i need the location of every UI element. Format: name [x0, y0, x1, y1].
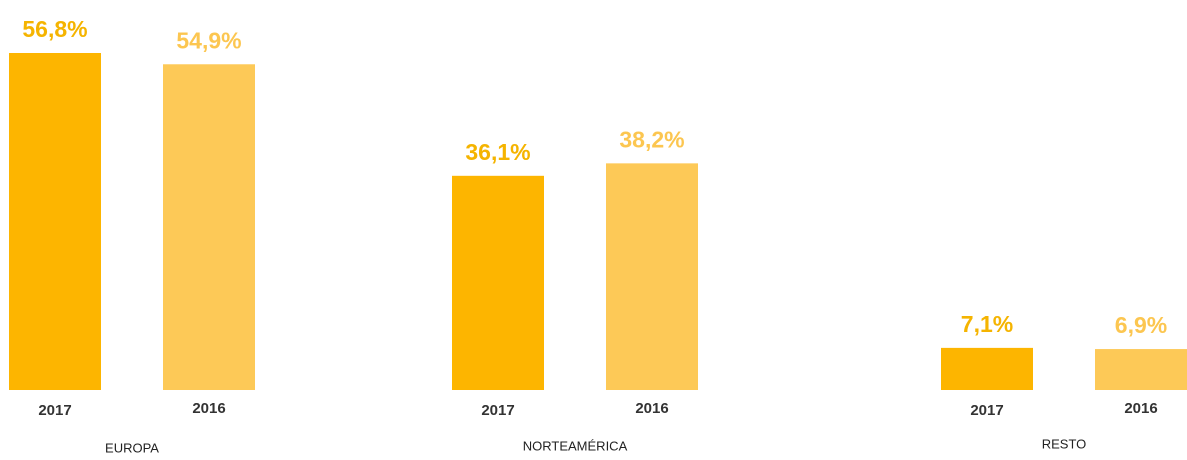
year-label: 2017: [38, 402, 71, 419]
year-label: 2016: [192, 400, 225, 417]
value-label: 38,2%: [619, 126, 684, 152]
year-label: 2016: [1124, 400, 1157, 417]
category-label: EUROPA: [105, 440, 159, 455]
year-label: 2017: [481, 402, 514, 419]
year-label: 2016: [635, 400, 668, 417]
bar: [606, 163, 698, 390]
category-label: NORTEAMÉRICA: [523, 438, 628, 453]
bar: [1095, 349, 1187, 390]
value-label: 54,9%: [176, 27, 241, 53]
bar: [163, 64, 255, 390]
bar: [9, 53, 101, 390]
bar: [941, 347, 1033, 390]
category-label: RESTO: [1042, 436, 1087, 451]
bar: [452, 175, 544, 390]
year-label: 2017: [970, 402, 1003, 419]
value-label: 7,1%: [961, 311, 1013, 337]
value-label: 56,8%: [22, 16, 87, 42]
value-label: 6,9%: [1115, 312, 1167, 338]
value-label: 36,1%: [465, 139, 530, 165]
